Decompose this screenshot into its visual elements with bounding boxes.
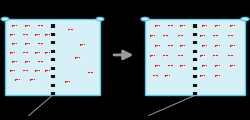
Bar <box>22 34 28 36</box>
Bar <box>25 43 30 45</box>
Bar <box>25 61 30 63</box>
Bar <box>202 45 207 47</box>
Bar <box>35 69 40 72</box>
Bar <box>25 25 30 27</box>
Bar <box>180 65 185 67</box>
Bar <box>10 69 15 72</box>
Bar <box>168 65 172 67</box>
Bar <box>162 55 168 57</box>
Bar <box>212 55 218 57</box>
Bar <box>75 57 80 59</box>
Bar <box>168 25 172 27</box>
Bar <box>15 78 20 81</box>
Bar <box>202 65 207 67</box>
Bar <box>155 25 160 27</box>
Bar <box>155 45 160 47</box>
Bar <box>22 69 28 72</box>
Bar <box>12 61 18 63</box>
Bar <box>10 34 15 36</box>
Bar <box>35 34 40 36</box>
Bar <box>35 52 40 54</box>
Bar <box>150 35 155 37</box>
Bar <box>38 61 43 63</box>
Bar <box>45 69 50 72</box>
Bar <box>215 75 220 77</box>
Bar <box>38 43 43 45</box>
Bar <box>202 25 207 27</box>
Bar <box>230 65 235 67</box>
Bar <box>215 25 220 27</box>
Ellipse shape <box>141 17 149 21</box>
Bar <box>228 35 232 37</box>
Bar <box>230 25 235 27</box>
Bar <box>200 35 205 37</box>
Bar <box>178 55 182 57</box>
Bar <box>165 75 170 77</box>
Bar <box>155 65 160 67</box>
Ellipse shape <box>1 17 9 21</box>
Bar <box>145 19 245 95</box>
Bar <box>150 55 155 57</box>
Bar <box>22 52 28 54</box>
Bar <box>45 34 50 36</box>
Bar <box>230 45 235 47</box>
Bar <box>152 75 158 77</box>
Bar <box>215 65 220 67</box>
Bar <box>180 45 185 47</box>
Bar <box>5 19 100 95</box>
Bar <box>88 72 92 74</box>
Bar <box>45 52 50 54</box>
Ellipse shape <box>241 17 249 21</box>
Bar <box>80 44 85 46</box>
Bar <box>178 35 182 37</box>
Bar <box>30 78 35 81</box>
Bar <box>12 43 18 45</box>
Bar <box>10 52 15 54</box>
Bar <box>162 35 168 37</box>
Bar <box>228 55 232 57</box>
Bar <box>215 45 220 47</box>
Ellipse shape <box>96 17 104 21</box>
Bar <box>200 55 205 57</box>
Bar <box>168 45 172 47</box>
Bar <box>38 25 43 27</box>
Bar <box>180 25 185 27</box>
Bar <box>65 81 70 83</box>
Bar <box>12 25 18 27</box>
Bar <box>200 75 205 77</box>
Bar <box>212 35 218 37</box>
Bar <box>68 29 72 31</box>
